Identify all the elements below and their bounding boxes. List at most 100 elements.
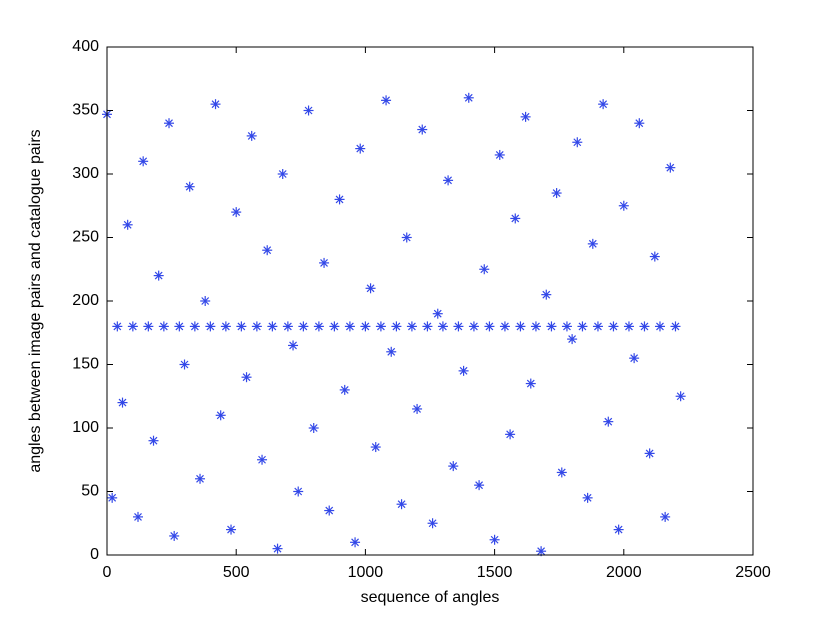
y-axis-label: angles between image pairs and catalogue… — [27, 129, 44, 472]
scatter-point — [164, 118, 175, 129]
scatter-point — [308, 423, 319, 433]
x-tick-label: 2500 — [735, 564, 771, 581]
scatter-point — [205, 321, 216, 332]
scatter-point — [510, 213, 521, 224]
scatter-point — [148, 435, 159, 446]
scatter-point — [272, 543, 283, 554]
marker-stroke — [361, 322, 370, 331]
scatter-point — [634, 118, 645, 129]
marker-stroke — [402, 233, 411, 242]
scatter-point — [267, 321, 278, 332]
marker-stroke — [356, 144, 365, 153]
marker-stroke — [594, 322, 602, 331]
marker-stroke — [666, 163, 675, 172]
marker-stroke — [449, 462, 458, 471]
scatter-point — [530, 321, 541, 332]
marker-stroke — [211, 100, 220, 109]
marker-stroke — [609, 322, 618, 331]
marker-stroke — [289, 341, 297, 350]
marker-stroke — [345, 322, 354, 331]
marker-stroke — [376, 322, 385, 331]
scatter-point — [313, 321, 324, 332]
scatter-point — [210, 99, 221, 110]
marker-stroke — [661, 512, 670, 521]
marker-stroke — [123, 220, 132, 229]
scatter-point — [241, 372, 252, 383]
scatter-point — [189, 321, 200, 332]
marker-stroke — [206, 322, 215, 331]
scatter-point — [629, 353, 640, 364]
marker-stroke — [423, 322, 432, 331]
scatter-point — [453, 321, 464, 332]
marker-stroke — [588, 239, 597, 248]
x-axis-label: sequence of angles — [361, 589, 500, 606]
scatter-point — [437, 321, 448, 332]
y-tick-label: 200 — [72, 292, 99, 309]
marker-stroke — [216, 411, 225, 420]
marker-stroke — [242, 373, 251, 382]
scatter-point — [525, 378, 536, 389]
scatter-point — [298, 321, 309, 332]
marker-stroke — [273, 544, 282, 553]
scatter-point — [174, 321, 185, 332]
marker-stroke — [630, 354, 639, 363]
marker-stroke — [139, 157, 148, 166]
scatter-point — [334, 194, 345, 205]
marker-stroke — [165, 119, 173, 128]
y-tick-label: 150 — [72, 356, 99, 373]
scatter-point — [391, 321, 402, 332]
scatter-point — [639, 321, 650, 332]
scatter-point — [541, 289, 552, 300]
marker-stroke — [619, 201, 628, 210]
marker-stroke — [542, 290, 551, 299]
marker-stroke — [268, 322, 277, 331]
marker-stroke — [325, 506, 334, 515]
marker-stroke — [299, 322, 308, 331]
marker-stroke — [371, 443, 380, 451]
scatter-point — [200, 296, 211, 306]
marker-stroke — [454, 322, 463, 331]
marker-stroke — [459, 366, 468, 375]
scatter-point — [499, 321, 510, 332]
marker-stroke — [490, 535, 499, 544]
scatter-point — [603, 416, 614, 427]
marker-stroke — [221, 322, 230, 331]
marker-stroke — [149, 436, 158, 445]
marker-stroke — [537, 547, 546, 556]
marker-stroke — [252, 322, 261, 331]
scatter-point — [505, 429, 516, 440]
marker-stroke — [671, 322, 680, 331]
scatter-point — [257, 454, 268, 465]
marker-stroke — [438, 322, 447, 331]
marker-stroke — [237, 322, 246, 331]
scatter-point — [339, 384, 350, 395]
scatter-point — [158, 321, 169, 332]
marker-stroke — [258, 455, 266, 464]
y-tick-label: 50 — [81, 483, 99, 500]
scatter-point — [572, 137, 583, 148]
scatter-point — [122, 219, 133, 230]
scatter-point — [598, 99, 609, 110]
scatter-point — [231, 207, 242, 218]
scatter-point — [675, 391, 686, 402]
scatter-point — [344, 321, 355, 332]
marker-stroke — [351, 538, 359, 547]
x-tick-label: 1500 — [477, 564, 513, 581]
scatter-point — [329, 321, 340, 332]
scatter-point — [670, 321, 681, 332]
scatter-point — [592, 321, 603, 332]
marker-stroke — [470, 322, 478, 331]
marker-stroke — [506, 430, 515, 439]
scatter-point — [251, 321, 262, 332]
marker-stroke — [382, 96, 390, 105]
marker-stroke — [614, 525, 623, 534]
marker-stroke — [511, 214, 520, 223]
scatter-point — [143, 321, 154, 332]
marker-stroke — [366, 284, 375, 293]
marker-stroke — [547, 322, 556, 331]
scatter-point — [649, 251, 660, 262]
marker-stroke — [475, 481, 484, 490]
scatter-point — [138, 156, 149, 167]
scatter-point — [153, 270, 164, 281]
scatter-point — [112, 321, 123, 332]
